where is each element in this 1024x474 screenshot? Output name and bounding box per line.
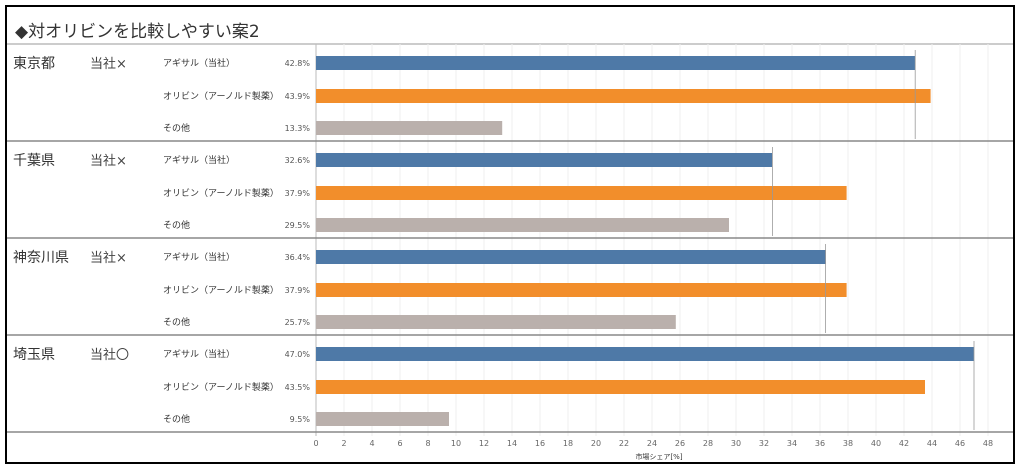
bar <box>316 56 916 70</box>
percent-label: 29.5% <box>285 221 311 230</box>
percent-label: 37.9% <box>285 189 311 198</box>
x-tick-label: 8 <box>425 439 430 448</box>
brand-label: アギサル（当社） <box>163 154 235 166</box>
x-tick-label: 32 <box>759 439 769 448</box>
percent-label: 43.9% <box>285 92 311 101</box>
brand-label: その他 <box>163 122 190 134</box>
x-tick-label: 40 <box>871 439 881 448</box>
x-tick-label: 16 <box>535 439 545 448</box>
x-tick-label: 4 <box>369 439 374 448</box>
x-tick-label: 48 <box>983 439 993 448</box>
x-tick-label: 36 <box>815 439 825 448</box>
x-tick-label: 14 <box>507 439 517 448</box>
x-tick-label: 44 <box>927 439 937 448</box>
bar <box>316 89 931 103</box>
status-label: 当社× <box>90 250 127 266</box>
x-tick-label: 46 <box>955 439 965 448</box>
x-tick-label: 30 <box>731 439 741 448</box>
bar <box>316 380 925 394</box>
percent-label: 36.4% <box>285 253 311 262</box>
x-tick-label: 2 <box>341 439 346 448</box>
percent-label: 47.0% <box>285 350 311 359</box>
x-tick-label: 0 <box>313 439 318 448</box>
chart-title: ◆対オリビンを比較しやすい案2 <box>15 22 260 42</box>
bar-chart: 東京都 当社× アギサル（当社） 42.8%オリビン（アーノルド製薬） 43.9%その他… <box>7 43 1013 461</box>
percent-label: 25.7% <box>285 318 311 327</box>
x-tick-label: 22 <box>619 439 629 448</box>
brand-label: その他 <box>163 413 190 425</box>
brand-label: その他 <box>163 219 190 231</box>
x-tick-label: 10 <box>451 439 461 448</box>
brand-label: オリビン（アーノルド製薬） <box>163 187 279 199</box>
brand-label: オリビン（アーノルド製薬） <box>163 90 279 102</box>
bar <box>316 186 847 200</box>
x-tick-label: 20 <box>591 439 601 448</box>
prefecture-label: 東京都 <box>13 56 55 72</box>
prefecture-label: 埼玉県 <box>13 347 55 363</box>
prefecture-label: 千葉県 <box>13 153 55 169</box>
bar <box>316 315 676 329</box>
percent-label: 37.9% <box>285 286 311 295</box>
x-tick-label: 18 <box>563 439 573 448</box>
x-tick-label: 38 <box>843 439 853 448</box>
bar <box>316 412 449 426</box>
bar <box>316 218 729 232</box>
bar <box>316 121 503 135</box>
x-tick-label: 6 <box>397 439 402 448</box>
prefecture-label: 神奈川県 <box>13 250 69 266</box>
x-tick-label: 34 <box>787 439 797 448</box>
percent-label: 32.6% <box>285 156 311 165</box>
status-label: 当社× <box>90 153 127 169</box>
brand-label: オリビン（アーノルド製薬） <box>163 284 279 296</box>
percent-label: 43.5% <box>285 383 311 392</box>
brand-label: アギサル（当社） <box>163 57 235 69</box>
chart-frame: ◆対オリビンを比較しやすい案2 東京都 当社× アギサル（当社） 42.8% オリビン（… <box>5 5 1015 464</box>
x-tick-label: 42 <box>899 439 909 448</box>
percent-label: 42.8% <box>285 59 311 68</box>
percent-label: 13.3% <box>285 124 311 133</box>
bar <box>316 153 773 167</box>
status-label: 当社× <box>90 56 127 72</box>
bar <box>316 283 847 297</box>
brand-label: アギサル（当社） <box>163 251 235 263</box>
brand-label: オリビン（アーノルド製薬） <box>163 381 279 393</box>
bar <box>316 347 974 361</box>
brand-label: アギサル（当社） <box>163 348 235 360</box>
status-label: 当社〇 <box>90 347 129 363</box>
x-tick-label: 12 <box>479 439 489 448</box>
x-tick-label: 26 <box>675 439 685 448</box>
x-tick-label: 24 <box>647 439 657 448</box>
brand-label: その他 <box>163 316 190 328</box>
x-tick-label: 28 <box>703 439 713 448</box>
bar <box>316 250 826 264</box>
percent-label: 9.5% <box>290 415 311 424</box>
x-axis-title: 市場シェア[%] <box>635 452 682 461</box>
